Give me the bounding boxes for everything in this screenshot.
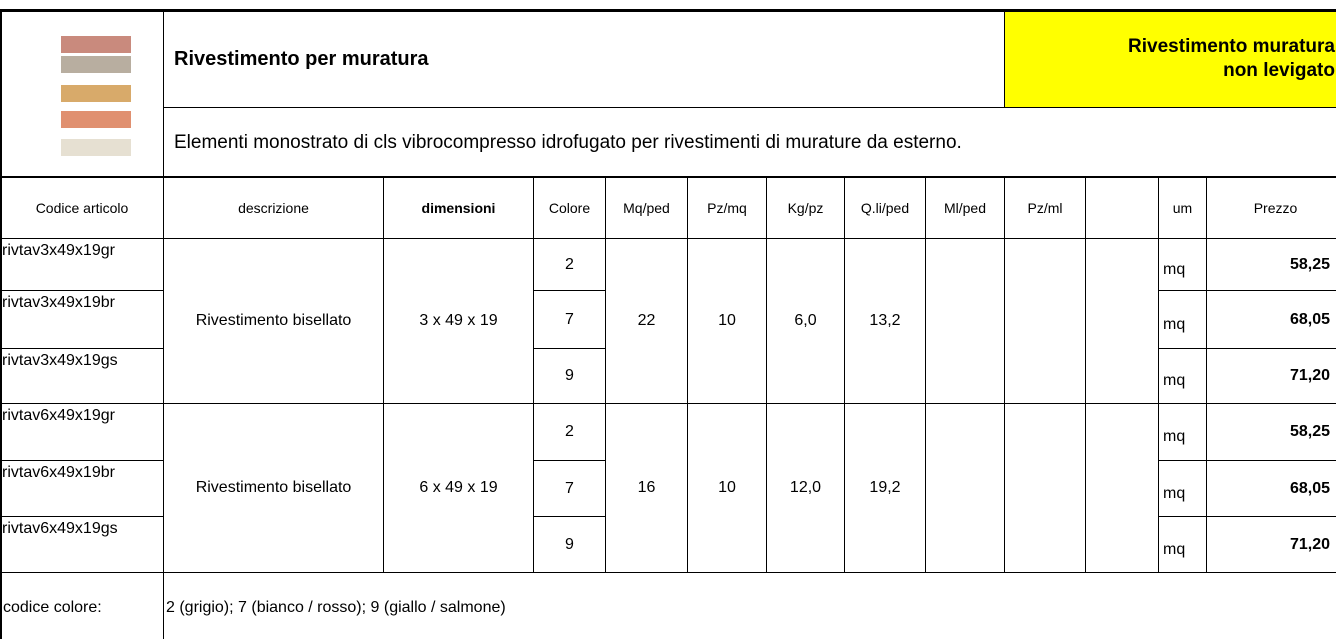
swatch <box>61 139 131 156</box>
um-cell: mq <box>1158 290 1207 349</box>
empty-cell <box>1004 403 1086 573</box>
swatch <box>61 111 131 128</box>
description-cell: Rivestimento bisellato <box>163 238 384 404</box>
um-cell: mq <box>1158 238 1207 291</box>
swatch <box>61 36 131 53</box>
code-cell: rivtav6x49x19br <box>0 460 164 517</box>
mq-ped-cell: 16 <box>605 403 688 573</box>
rule <box>0 9 2 639</box>
code-cell: rivtav3x49x19gr <box>0 238 164 291</box>
colore-cell: 2 <box>533 403 606 461</box>
empty-cell <box>1004 238 1086 404</box>
description: Elementi monostrato di cls vibrocompress… <box>163 107 1336 178</box>
swatch <box>61 85 131 102</box>
column-header: um <box>1158 177 1207 239</box>
prezzo-cell: 71,20 <box>1206 348 1336 404</box>
prezzo-cell: 58,25 <box>1206 238 1336 291</box>
colore-cell: 7 <box>533 290 606 349</box>
prezzo-cell: 68,05 <box>1206 460 1336 517</box>
colore-cell: 7 <box>533 460 606 517</box>
code-cell: rivtav3x49x19gs <box>0 348 164 404</box>
title: Rivestimento per muratura <box>163 10 1005 108</box>
footer-label: codice colore: <box>0 572 164 639</box>
prezzo-cell: 71,20 <box>1206 516 1336 573</box>
code-cell: rivtav6x49x19gs <box>0 516 164 573</box>
um-cell: mq <box>1158 348 1207 404</box>
badge-text: Rivestimento muratura non levigato <box>1128 36 1335 81</box>
colore-cell: 9 <box>533 348 606 404</box>
kg-pz-cell: 6,0 <box>766 238 845 404</box>
empty-cell <box>925 403 1005 573</box>
code-cell: rivtav6x49x19gr <box>0 403 164 461</box>
kg-pz-cell: 12,0 <box>766 403 845 573</box>
column-header: Pz/mq <box>687 177 767 239</box>
ql-ped-cell: 19,2 <box>844 403 926 573</box>
rule <box>0 176 1336 178</box>
empty-cell <box>1085 238 1159 404</box>
dimensions-cell: 6 x 49 x 19 <box>383 403 534 573</box>
empty-cell <box>925 238 1005 404</box>
image-cell <box>0 10 164 178</box>
column-header: descrizione <box>163 177 384 239</box>
code-cell: rivtav3x49x19br <box>0 290 164 349</box>
mq-ped-cell: 22 <box>605 238 688 404</box>
ql-ped-cell: 13,2 <box>844 238 926 404</box>
column-header: dimensioni <box>383 177 534 239</box>
column-header: Colore <box>533 177 606 239</box>
column-header: Mq/ped <box>605 177 688 239</box>
um-cell: mq <box>1158 516 1207 573</box>
colore-cell: 2 <box>533 238 606 291</box>
swatch <box>61 56 131 73</box>
empty-cell <box>1085 403 1159 573</box>
prezzo-cell: 68,05 <box>1206 290 1336 349</box>
colore-cell: 9 <box>533 516 606 573</box>
dimensions-cell: 3 x 49 x 19 <box>383 238 534 404</box>
um-cell: mq <box>1158 403 1207 461</box>
column-header: Ml/ped <box>925 177 1005 239</box>
prezzo-cell: 58,25 <box>1206 403 1336 461</box>
um-cell: mq <box>1158 460 1207 517</box>
header-cell <box>1085 177 1159 239</box>
badge: Rivestimento muratura non levigato <box>1004 10 1336 108</box>
column-header: Codice articolo <box>0 177 164 239</box>
column-header: Prezzo <box>1206 177 1336 239</box>
pz-mq-cell: 10 <box>687 238 767 404</box>
description-cell: Rivestimento bisellato <box>163 403 384 573</box>
column-header: Q.li/ped <box>844 177 926 239</box>
rule <box>0 9 1336 12</box>
pz-mq-cell: 10 <box>687 403 767 573</box>
column-header: Pz/ml <box>1004 177 1086 239</box>
footer-text: 2 (grigio); 7 (bianco / rosso); 9 (giall… <box>163 572 1336 639</box>
column-header: Kg/pz <box>766 177 845 239</box>
